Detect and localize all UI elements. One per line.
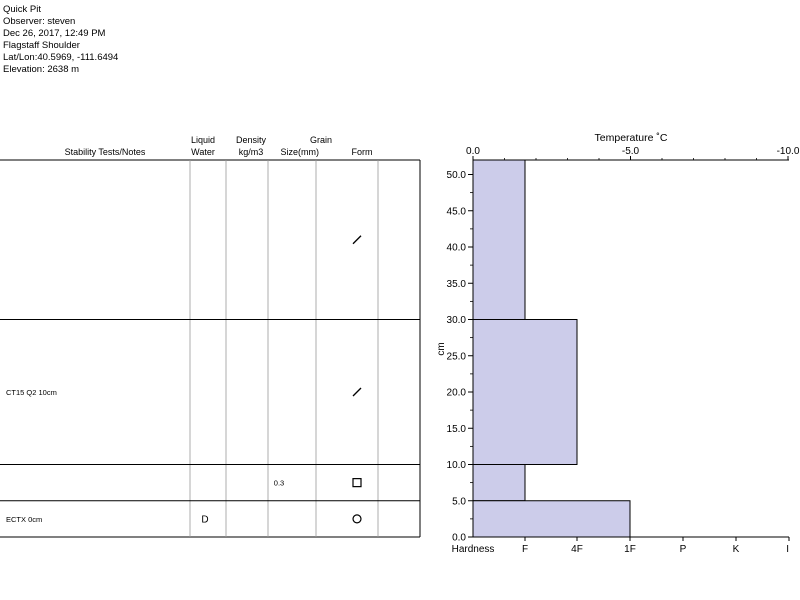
- observation-datetime: Dec 26, 2017, 12:49 PM: [3, 28, 106, 39]
- hardness-bar-1: [472, 159, 526, 320]
- table-header-col-4: Size(mm): [281, 147, 320, 157]
- hardness-axis-title: Hardness: [452, 544, 495, 555]
- table-header-col-3: kg/m3: [239, 147, 264, 157]
- table-header-col-4: Grain: [310, 135, 332, 145]
- hardness-tick-label: I: [786, 544, 789, 555]
- hardness-tick-label: K: [733, 544, 740, 555]
- y-tick-label: 5.0: [452, 496, 466, 507]
- layer-liquid-water: D: [201, 514, 208, 525]
- hardness-bar-3: [472, 464, 526, 502]
- y-axis-title: cm: [436, 342, 447, 355]
- square-icon: [352, 478, 362, 488]
- y-tick-label: 35.0: [447, 279, 467, 290]
- temperature-tick-label: 0.0: [466, 146, 480, 157]
- hardness-tick-label: 1F: [624, 544, 636, 555]
- y-tick-label: 0.0: [452, 533, 466, 544]
- elevation: Elevation: 2638 m: [3, 64, 80, 75]
- y-tick-label: 50.0: [447, 170, 467, 181]
- slash-icon: [352, 387, 362, 397]
- y-tick-label: 15.0: [447, 424, 467, 435]
- slash-icon: [352, 235, 362, 245]
- table-header-col-2: Water: [191, 147, 215, 157]
- y-tick-label: 10.0: [447, 460, 467, 471]
- temperature-tick-label: -10.0: [777, 146, 800, 157]
- lat-lon: Lat/Lon:40.5969, -111.6494: [3, 52, 119, 63]
- hardness-tick-label: F: [522, 544, 528, 555]
- pit-title: Quick Pit: [3, 4, 42, 15]
- layer-grain-size: 0.3: [274, 479, 284, 488]
- temperature-axis-title: Temperature ˚C: [595, 132, 668, 144]
- y-tick-label: 25.0: [447, 351, 467, 362]
- pit-header: Quick Pit Observer: steven Dec 26, 2017,…: [3, 4, 118, 76]
- temperature-tick-label: -5.0: [622, 146, 640, 157]
- location-name: Flagstaff Shoulder: [3, 40, 80, 51]
- y-tick-label: 30.0: [447, 315, 467, 326]
- y-tick-label: 40.0: [447, 243, 467, 254]
- hardness-tick-label: 4F: [571, 544, 583, 555]
- hardness-bar-4: [472, 500, 631, 538]
- hardness-tick-label: P: [680, 544, 687, 555]
- observer: Observer: steven: [3, 16, 76, 27]
- table-header-col-3: Density: [236, 135, 267, 145]
- y-tick-label: 45.0: [447, 206, 467, 217]
- hardness-plot: Temperature ˚C 0.0 -5.0 -10.0 cm 0.0 5.0 10.0 15…: [436, 132, 800, 555]
- circle-icon: [352, 514, 362, 524]
- layer-notes: ECTX 0cm: [6, 515, 42, 524]
- layer-notes: CT15 Q2 10cm: [6, 388, 57, 397]
- table-header-col-1: Stability Tests/Notes: [65, 147, 146, 157]
- y-tick-label: 20.0: [447, 388, 467, 399]
- table-header-col-2: Liquid: [191, 135, 215, 145]
- table-header-col-5: Form: [352, 147, 373, 157]
- stratigraphy-table: Stability Tests/Notes Liquid Water Density k…: [0, 135, 421, 538]
- hardness-bar-2: [472, 319, 578, 465]
